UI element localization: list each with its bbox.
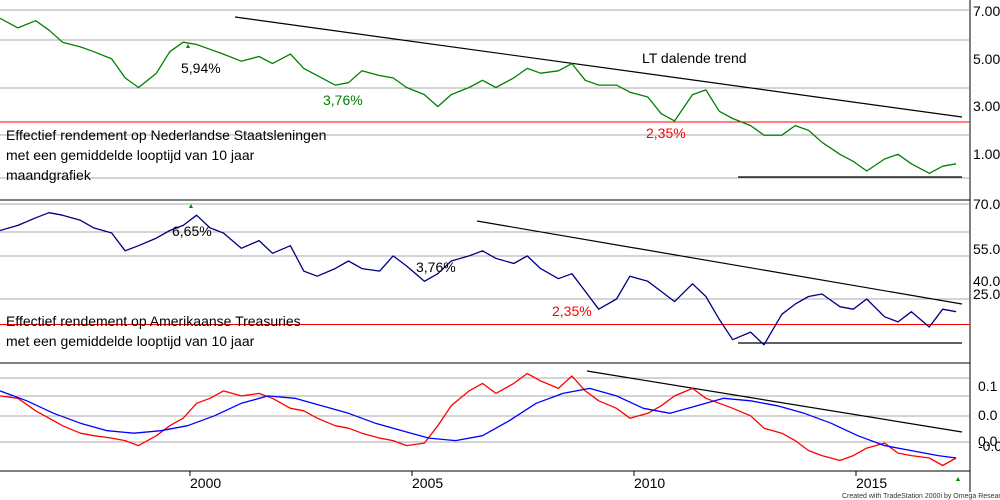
y-tick-label: 7.00 [973,3,1000,19]
y-tick-label: 0.0 [978,433,998,449]
arrow-up-icon [186,44,190,48]
grid-layer [0,9,970,443]
top-title-line-3: maandgrafiek [6,167,92,183]
annotation-middle-peak: 6,65% [172,223,212,239]
x-ticks: 2000 2005 2010 2015 [190,475,887,491]
y-tick-label: 25.0 [973,286,1000,302]
x-tick-label: 2000 [190,475,221,491]
y-ticks-top: 7.00 5.00 3.00 1.00 [973,3,1000,162]
arrow-up-icon [956,477,960,481]
x-tick-marks [189,471,857,476]
reference-lines [0,121,970,325]
y-tick-label: 0.0 [978,407,998,423]
annotation-middle-low: 2,35% [552,303,592,319]
y-tick-label: 70.0 [973,196,1000,212]
annotation-middle-mid: 3,76% [416,259,456,275]
y-tick-label: 55.0 [973,241,1000,257]
annotation-top-peak: 5,94% [181,60,221,76]
y-ticks-bottom: 0.1 0.0 0.0 -0.0 [978,378,1000,454]
series-line-bottom-0 [0,372,957,467]
trend-lines [234,16,963,433]
credit-text: Created with TradeStation 2000i by Omega… [842,492,1000,500]
top-lt-trendline [234,16,963,118]
middle-title-line-2: met een gemiddelde looptijd van 10 jaar [6,333,255,349]
top-title-line-1: Effectief rendement op Nederlandse Staat… [6,127,326,143]
top-title-line-2: met een gemiddelde looptijd van 10 jaar [6,147,255,163]
x-tick-label: 2015 [856,475,887,491]
middle-title-line-1: Effectief rendement op Amerikaanse Treas… [6,313,301,329]
y-ticks-middle: 70.0 55.0 40.0 25.0 [973,196,1000,302]
arrow-up-icon [189,204,193,208]
series-line-bottom-1 [0,387,957,459]
y-tick-label: 40.0 [973,273,1000,289]
series-line-top-0 [0,17,957,174]
y-tick-label: 3.00 [973,98,1000,114]
annotation-top-mid: 3,76% [323,92,363,108]
bottom-trendline [586,370,963,433]
y-tick-label: 1.00 [973,146,1000,162]
panel-frames [0,0,971,492]
middle-trendline [476,220,963,305]
y-tick-label: 0.1 [978,378,998,394]
annotation-lt-trend: LT dalende trend [642,50,747,66]
x-tick-label: 2010 [634,475,665,491]
annotation-arrows [186,44,960,481]
y-tick-label: 5.00 [973,51,1000,67]
series-layer [0,17,957,467]
y-tick-label: -0.0 [978,438,1000,454]
x-tick-label: 2005 [412,475,443,491]
annotation-top-low: 2,35% [646,125,686,141]
series-line-middle-0 [0,212,957,346]
